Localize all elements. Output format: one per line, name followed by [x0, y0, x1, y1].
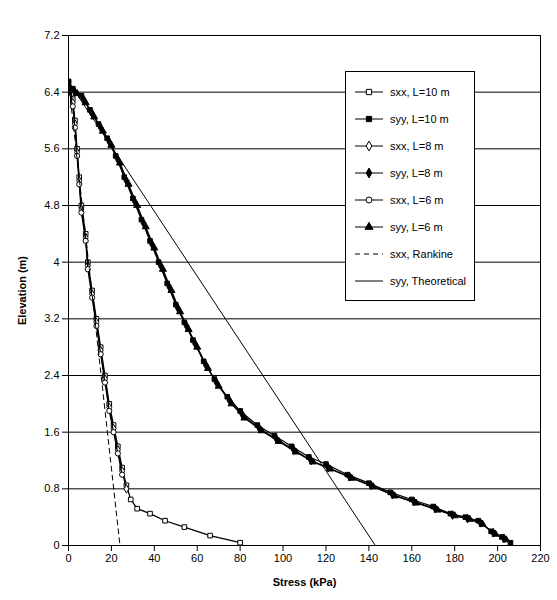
svg-text:200: 200: [488, 552, 506, 564]
svg-text:5.6: 5.6: [44, 142, 59, 154]
svg-text:100: 100: [274, 552, 292, 564]
html-text:syy, Theoretical: syy, Theoretical: [390, 274, 466, 287]
svg-text:4: 4: [53, 256, 59, 268]
svg-text:180: 180: [446, 552, 464, 564]
html-text:sxx, Rankine: sxx, Rankine: [390, 247, 453, 260]
svg-text:0: 0: [65, 552, 71, 564]
svg-text:2.4: 2.4: [44, 369, 59, 381]
svg-text:Elevation (m): Elevation (m): [16, 256, 28, 325]
svg-text:20: 20: [105, 552, 117, 564]
svg-text:80: 80: [234, 552, 246, 564]
svg-text:140: 140: [360, 552, 378, 564]
svg-text:4.8: 4.8: [44, 199, 59, 211]
html-text:sxx, L=8 m: sxx, L=8 m: [390, 139, 444, 152]
svg-text:120: 120: [317, 552, 335, 564]
svg-text:7.2: 7.2: [44, 29, 59, 41]
html-text:syy, L=8 m: syy, L=8 m: [390, 166, 443, 179]
svg-text:0.8: 0.8: [44, 482, 59, 494]
html-text:sxx, L=6 m: sxx, L=6 m: [390, 193, 444, 206]
html-text:syy, L=10 m: syy, L=10 m: [390, 112, 449, 125]
html-text:sxx, L=10 m: sxx, L=10 m: [390, 85, 450, 98]
html-text:syy, L=6 m: syy, L=6 m: [390, 220, 443, 233]
svg-text:0: 0: [53, 539, 59, 551]
svg-text:1.6: 1.6: [44, 426, 59, 438]
svg-text:220: 220: [531, 552, 549, 564]
svg-text:6.4: 6.4: [44, 86, 59, 98]
svg-text:60: 60: [191, 552, 203, 564]
svg-text:Stress (kPa): Stress (kPa): [273, 576, 337, 588]
svg-text:40: 40: [148, 552, 160, 564]
svg-text:3.2: 3.2: [44, 312, 59, 324]
svg-text:160: 160: [403, 552, 421, 564]
